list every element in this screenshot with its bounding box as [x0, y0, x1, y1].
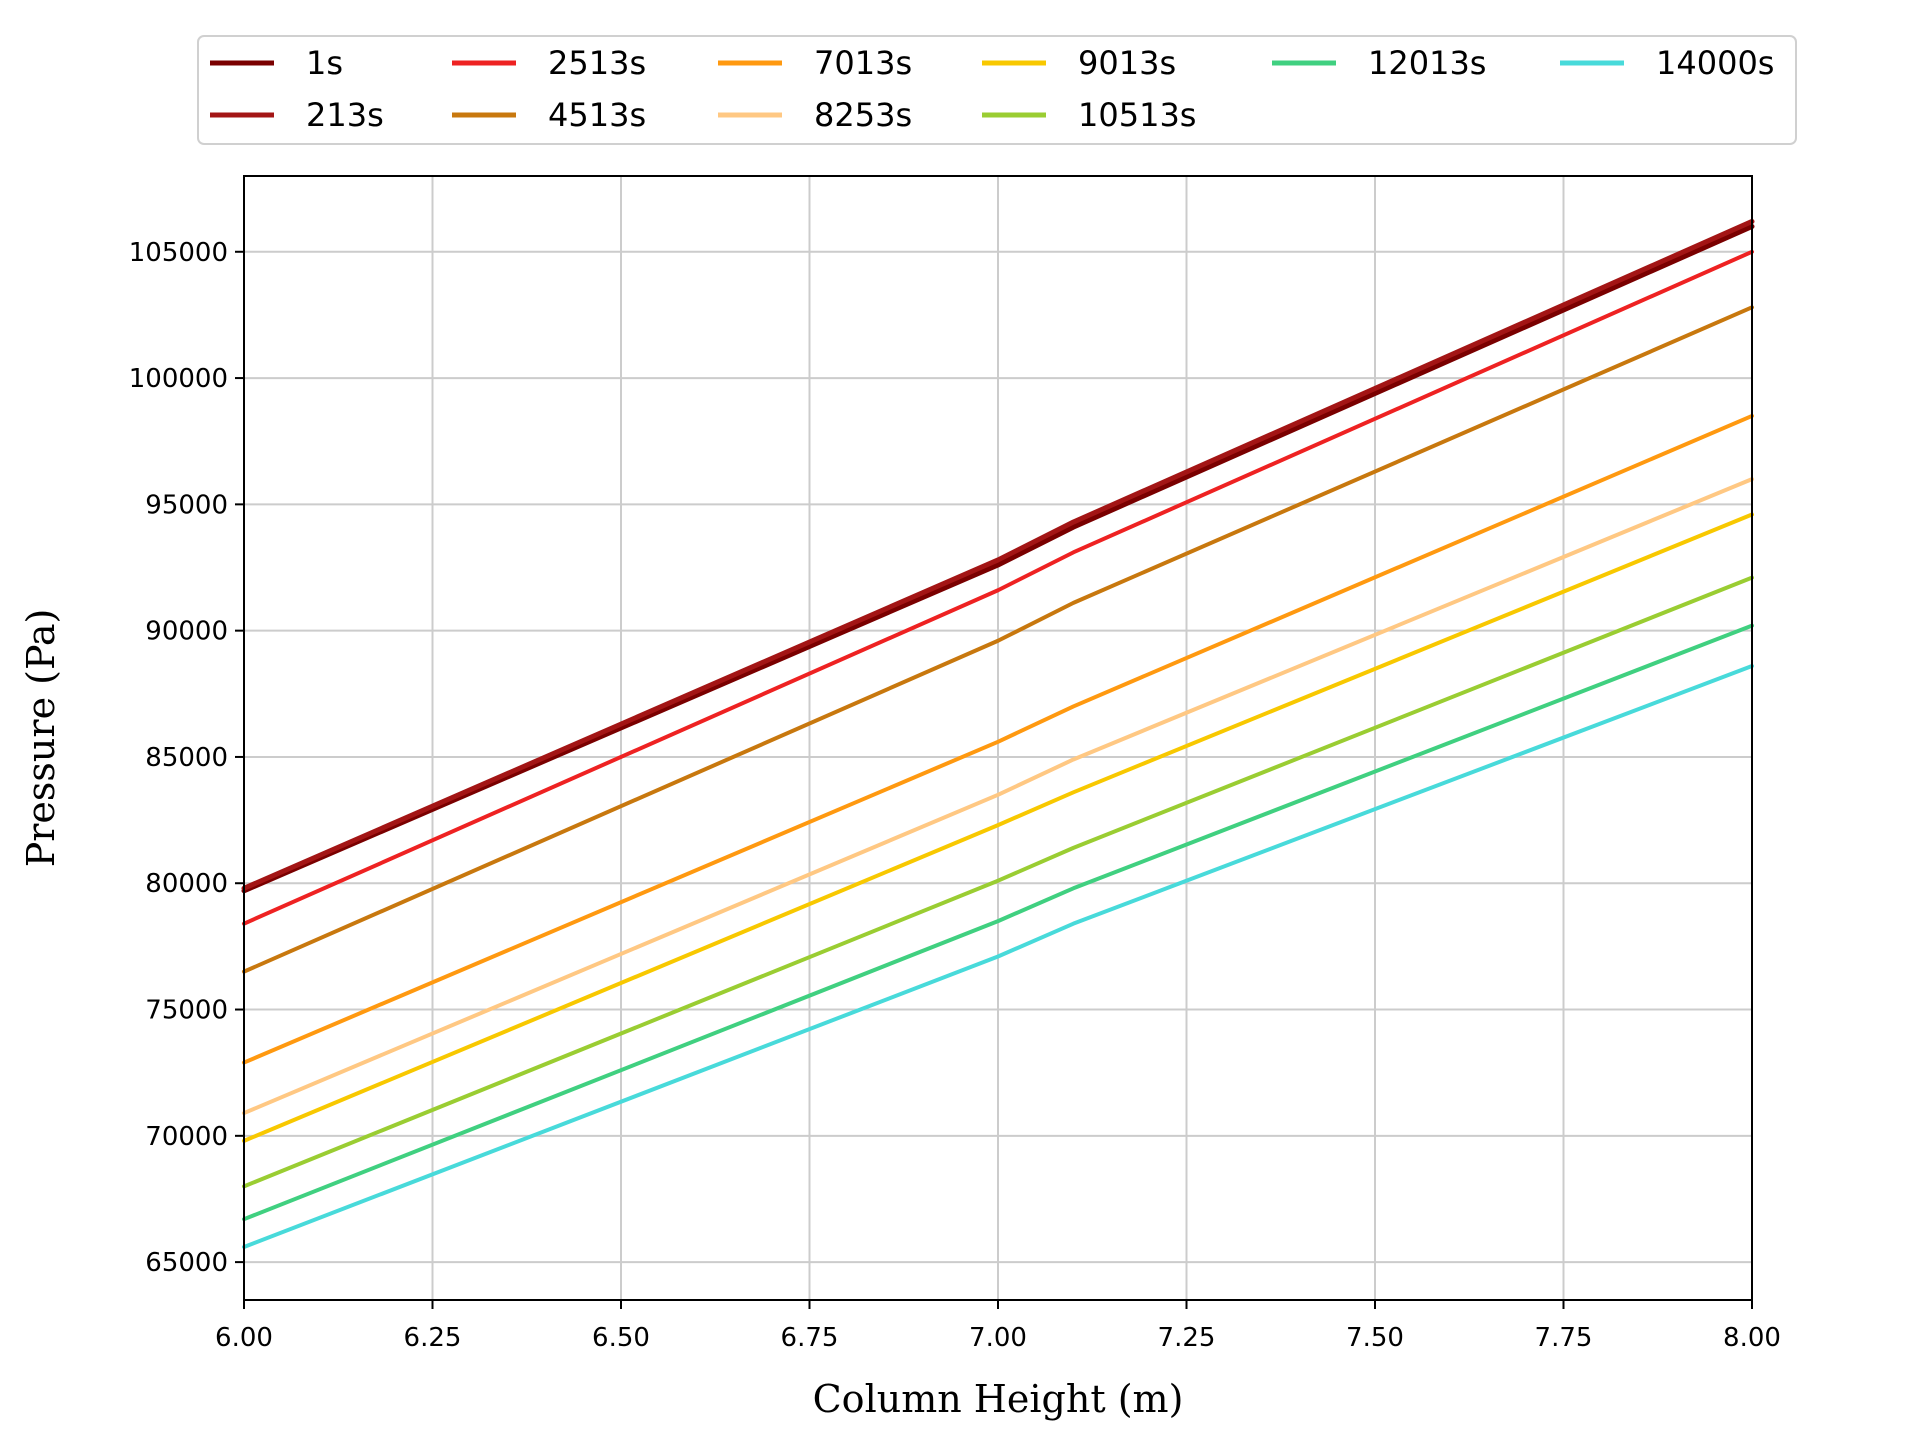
y-tick-label: 80000: [145, 869, 228, 899]
legend-label: 10513s: [1078, 96, 1196, 134]
series-line-14000s: [242, 664, 1754, 1249]
series-line-9013s: [242, 512, 1754, 1143]
legend-label: 7013s: [814, 44, 912, 82]
y-tick-label: 100000: [129, 364, 228, 394]
x-tick-label: 7.25: [1158, 1323, 1216, 1353]
y-axis-title: Pressure (Pa): [19, 609, 63, 868]
y-axis-ticks: 65000 70000 75000 80000 85000 90000 95000 10000…: [129, 238, 244, 1278]
series-line-8253s: [242, 477, 1754, 1116]
legend-box: [197, 35, 1797, 145]
x-tick-label: 6.75: [781, 1323, 839, 1353]
x-tick-label: 6.50: [592, 1323, 650, 1353]
legend-label: 8253s: [814, 96, 912, 134]
series-line-4513s: [242, 305, 1754, 974]
series-line-7013s: [242, 413, 1754, 1065]
grid-lines: [243, 176, 1753, 1300]
x-tick-label: 7.50: [1346, 1323, 1404, 1353]
series-line-2513s: [242, 249, 1754, 926]
series-line-12013s: [242, 623, 1754, 1222]
series-lines: [241, 218, 1755, 1249]
y-tick-label: 70000: [145, 1122, 228, 1152]
y-tick-label: 105000: [129, 238, 228, 268]
y-tick-label: 75000: [145, 996, 228, 1026]
series-line-213s: [241, 218, 1755, 891]
x-tick-label: 6.25: [404, 1323, 462, 1353]
legend-label: 213s: [306, 96, 384, 134]
legend-label: 9013s: [1078, 44, 1176, 82]
x-axis-ticks: 6.00 6.25 6.50 6.75 7.00 7.25 7.50 7.75 8.00: [215, 1300, 1781, 1353]
x-tick-label: 7.00: [969, 1323, 1027, 1353]
legend: 1s 213s 2513s 4513s 7013s 8253s 9013s 10513s 120…: [197, 35, 1797, 145]
x-axis-title: Column Height (m): [813, 1377, 1184, 1421]
y-tick-label: 65000: [145, 1248, 228, 1278]
x-tick-label: 8.00: [1723, 1323, 1781, 1353]
y-tick-label: 85000: [145, 743, 228, 773]
series-line-1s: [241, 224, 1755, 894]
legend-label: 1s: [306, 44, 343, 82]
y-tick-label: 95000: [145, 490, 228, 520]
x-tick-label: 6.00: [215, 1323, 273, 1353]
x-tick-label: 7.75: [1535, 1323, 1593, 1353]
legend-label: 12013s: [1368, 44, 1486, 82]
legend-label: 2513s: [548, 44, 646, 82]
legend-entries: 1s 213s 2513s 4513s 7013s 8253s 9013s 10513s 120…: [210, 44, 1774, 134]
legend-label: 4513s: [548, 96, 646, 134]
y-tick-label: 90000: [145, 617, 228, 647]
legend-label: 14000s: [1656, 44, 1774, 82]
series-line-10513s: [242, 575, 1754, 1189]
